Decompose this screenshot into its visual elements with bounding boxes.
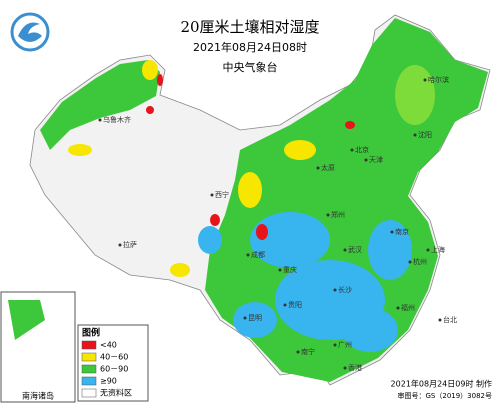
city-dot xyxy=(246,253,250,257)
city-dot xyxy=(343,366,347,370)
city-label: 贵阳 xyxy=(288,300,302,309)
city-label: 成都 xyxy=(251,250,265,259)
city-label: 西宁 xyxy=(215,190,229,199)
city-dot xyxy=(438,318,442,322)
approval-number: 审图号：GS（2019）3082号 xyxy=(398,391,493,400)
legend-label: 40－60 xyxy=(100,353,128,362)
legend-label: <40 xyxy=(100,341,117,350)
logo xyxy=(10,12,50,52)
city-dot xyxy=(390,230,394,234)
city-dot xyxy=(316,166,320,170)
legend-label: ≥90 xyxy=(100,377,117,386)
city-label: 沈阳 xyxy=(418,130,432,139)
city-dot xyxy=(333,343,337,347)
legend-title: 图例 xyxy=(82,327,100,339)
city-dot xyxy=(396,306,400,310)
legend-frame xyxy=(77,324,149,402)
city-label: 乌鲁木齐 xyxy=(103,115,131,124)
city-dot xyxy=(326,213,330,217)
city-dot xyxy=(333,288,337,292)
city-label: 南京 xyxy=(395,227,409,236)
city-dot xyxy=(283,303,287,307)
city-label: 拉萨 xyxy=(123,240,137,249)
city-label: 重庆 xyxy=(283,265,297,274)
map-title: 20厘米土壤相对湿度 xyxy=(180,18,319,36)
city-dot xyxy=(350,148,354,152)
map-subtitle: 2021年08月24日08时 xyxy=(193,40,307,54)
city-label: 上海 xyxy=(431,245,445,254)
legend-swatch xyxy=(81,340,97,350)
city-dot xyxy=(243,316,247,320)
city-dot xyxy=(296,350,300,354)
city-label: 昆明 xyxy=(248,314,262,322)
city-label: 长沙 xyxy=(338,285,352,294)
legend-swatch xyxy=(81,376,97,386)
inset-land xyxy=(8,300,45,340)
city-label: 南宁 xyxy=(301,347,315,356)
inset-label: 南海诸岛 xyxy=(22,391,54,401)
city-dot xyxy=(364,158,368,162)
city-dot xyxy=(343,248,347,252)
city-dot xyxy=(408,260,412,264)
legend-swatch xyxy=(81,388,97,398)
city-dot xyxy=(413,133,417,137)
city-label: 广州 xyxy=(338,340,352,349)
city-dot xyxy=(423,78,427,82)
made-time: 2021年08月24日09时 制作 xyxy=(391,379,492,389)
legend-label: 无资料区 xyxy=(100,388,132,398)
city-label: 杭州 xyxy=(413,257,427,266)
city-dot xyxy=(426,248,430,252)
legend-items: <40 40－60 60－90 ≥90 无资料区 xyxy=(81,340,132,398)
city-label: 太原 xyxy=(321,163,335,172)
agency: 中央气象台 xyxy=(223,60,278,74)
city-label: 哈尔滨 xyxy=(428,75,449,84)
city-dot xyxy=(278,268,282,272)
legend-swatch xyxy=(81,352,97,362)
city-label: 天津 xyxy=(369,156,383,164)
city-label: 福州 xyxy=(401,303,415,312)
legend-label: 60－90 xyxy=(100,365,128,374)
city-label: 武汉 xyxy=(348,245,362,254)
city-dot xyxy=(210,193,214,197)
city-dot xyxy=(98,118,102,122)
city-label: 香港 xyxy=(348,363,362,372)
legend-swatch xyxy=(81,364,97,374)
city-label: 北京 xyxy=(355,145,369,154)
city-label: 郑州 xyxy=(331,211,345,219)
city-label: 台北 xyxy=(443,315,457,324)
city-dot xyxy=(118,243,122,247)
